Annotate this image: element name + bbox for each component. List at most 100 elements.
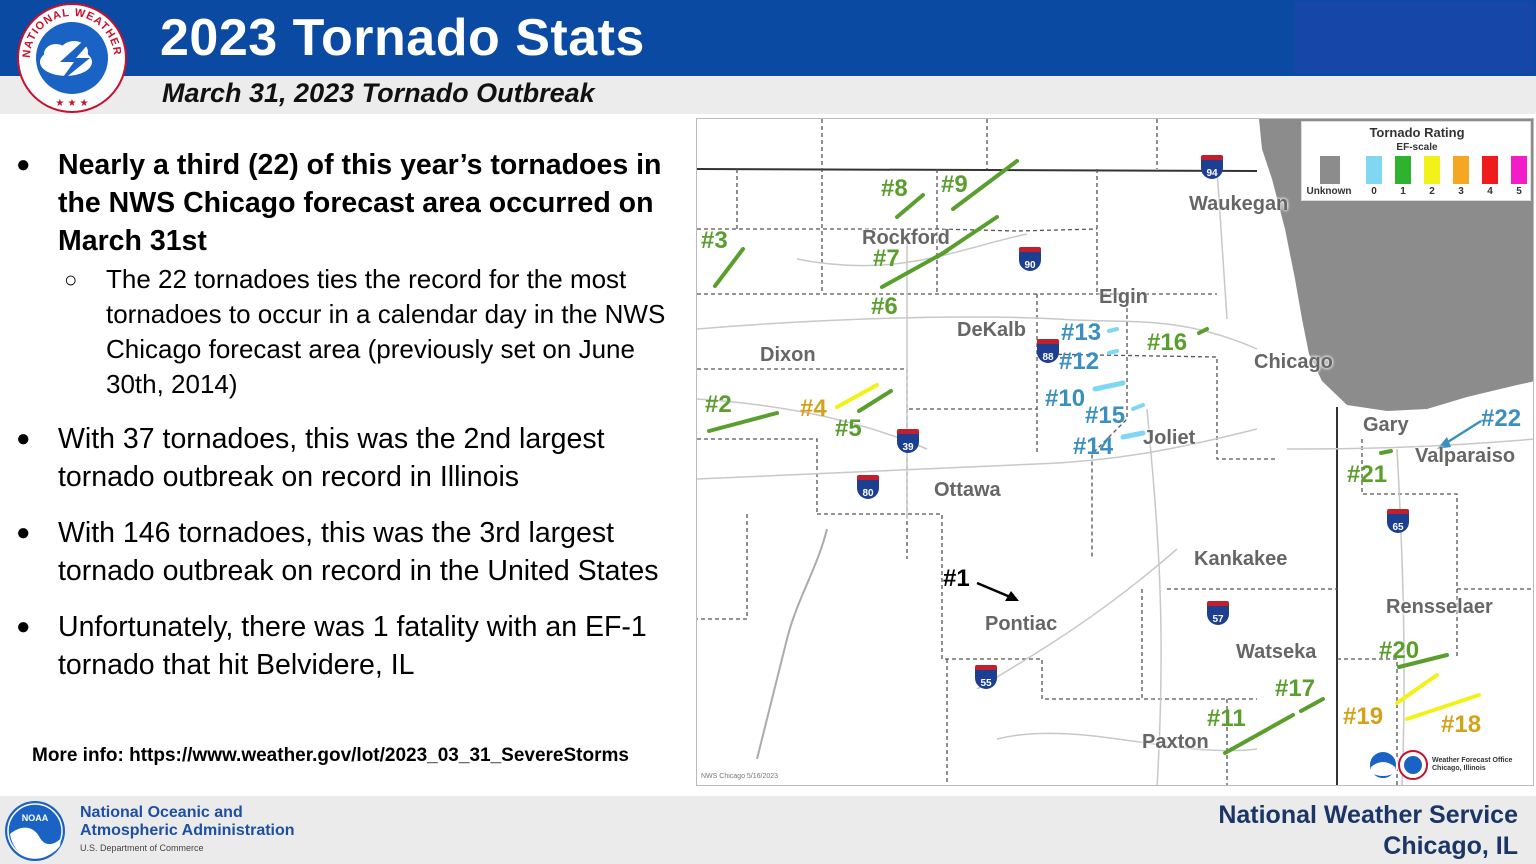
tornado-track-4 — [835, 383, 879, 409]
legend-swatch — [1320, 156, 1340, 184]
city-label: Joliet — [1143, 427, 1196, 449]
tornado-label: #4 — [800, 395, 827, 422]
tornado-track-10 — [1092, 380, 1126, 392]
tornado-label: #13 — [1061, 319, 1102, 346]
city-label: Gary — [1363, 414, 1409, 436]
tornado-label: #3 — [701, 227, 728, 254]
page-subtitle: March 31, 2023 Tornado Outbreak — [162, 78, 595, 108]
city-label: Rensselaer — [1386, 596, 1493, 618]
legend-label: 1 — [1400, 186, 1406, 197]
bullet-item: ● With 146 tornadoes, this was the 3rd la… — [16, 517, 659, 587]
city-label: Elgin — [1099, 286, 1148, 308]
city-label: Pontiac — [985, 613, 1058, 635]
tornado-track-16 — [1197, 327, 1209, 335]
legend-label: 0 — [1371, 186, 1377, 197]
map-base — [697, 119, 1533, 785]
tornado-label: #7 — [873, 245, 900, 272]
tornado-track-19 — [1395, 673, 1439, 705]
tornado-label: #2 — [705, 391, 732, 418]
tornado-label: #18 — [1441, 711, 1482, 738]
more-info-link[interactable]: More info: https://www.weather.gov/lot/2… — [32, 745, 629, 766]
tornado-track-21 — [1379, 449, 1393, 455]
wfo-label: Weather Forecast Office Chicago, Illinoi… — [1432, 757, 1513, 772]
legend-swatch — [1511, 156, 1527, 184]
tornado-label: #16 — [1147, 329, 1188, 356]
tornado-map: 94 90 88 39 80 65 57 55 Waukegan Rockfor… — [696, 118, 1534, 786]
tornado-label: #5 — [835, 415, 862, 442]
map-legend: Tornado Rating EF-scale Unknown 0 1 2 3 … — [1301, 121, 1531, 201]
tornado-label: #14 — [1073, 433, 1114, 460]
city-label: Kankakee — [1194, 548, 1288, 570]
interstate-90-icon: 90 — [1019, 247, 1041, 271]
tornado-track-7 — [935, 215, 999, 259]
tornado-label: #8 — [881, 175, 908, 202]
tornado-track-3 — [713, 247, 745, 288]
tornado-track-5 — [857, 389, 893, 413]
header-accent — [1294, 2, 1534, 74]
legend-swatch — [1366, 156, 1382, 184]
city-label: Chicago — [1254, 351, 1333, 373]
interstate-88-icon: 88 — [1037, 339, 1059, 363]
tornado-track-17 — [1299, 697, 1325, 713]
legend-label: 2 — [1429, 186, 1435, 197]
nws-logo-icon: NATIONAL WEATHER SERVICE ★ ★ ★ — [12, 2, 127, 113]
footer-bar — [0, 796, 1536, 864]
nws-office-name: National Weather Service Chicago, IL — [1218, 801, 1518, 860]
bullet-item: ● Unfortunately, there was 1 fatality wit… — [16, 611, 647, 681]
bullet-item: ● With 37 tornadoes, this was the 2nd lar… — [16, 423, 605, 493]
tornado-track-20 — [1397, 653, 1449, 669]
tornado-track-12 — [1107, 349, 1119, 355]
legend-swatch — [1395, 156, 1411, 184]
legend-subtitle: EF-scale — [1396, 142, 1438, 153]
tornado-label: #1 — [943, 565, 970, 592]
noaa-logo-text: NOAA — [22, 813, 49, 823]
tornado-label: #10 — [1045, 385, 1086, 412]
tornado-track-14 — [1120, 430, 1146, 440]
bullet-item: ● Nearly a third (22) of this year’s torn… — [16, 149, 662, 257]
legend-swatch — [1453, 156, 1469, 184]
legend-label: 5 — [1516, 186, 1522, 197]
bullet-list: ● Nearly a third (22) of this year’s torn… — [14, 146, 686, 702]
legend-title: Tornado Rating — [1369, 125, 1465, 140]
legend-swatch — [1424, 156, 1440, 184]
tornado-track-8 — [895, 193, 925, 219]
page-title: 2023 Tornado Stats — [160, 9, 645, 67]
city-label: Dixon — [760, 344, 816, 366]
city-label: Valparaiso — [1415, 445, 1516, 467]
interstate-94-icon: 94 — [1201, 155, 1223, 179]
tornado-track-15 — [1131, 403, 1145, 411]
tornado-track-11 — [1223, 713, 1295, 755]
sub-bullet-item: ○ The 22 tornadoes ties the record for th… — [64, 264, 666, 399]
tornado-label: #15 — [1085, 402, 1126, 429]
svg-text:★ ★ ★: ★ ★ ★ — [55, 98, 88, 109]
city-label: Watseka — [1236, 641, 1317, 663]
tornado-label: #19 — [1343, 703, 1384, 730]
legend-label: Unknown — [1306, 186, 1352, 197]
city-label: Rockford — [862, 227, 950, 249]
interstate-80-icon: 80 — [857, 475, 879, 499]
tornado-track-2 — [707, 411, 779, 433]
legend-label: 4 — [1487, 186, 1493, 197]
interstate-39-icon: 39 — [897, 429, 919, 453]
legend-swatch — [1482, 156, 1498, 184]
tornado-label: #22 — [1481, 405, 1522, 432]
noaa-nws-small-logos-icon — [1368, 750, 1428, 780]
tornado-label: #11 — [1207, 705, 1246, 732]
map-credit: NWS Chicago 5/16/2023 — [701, 773, 779, 780]
interstate-65-icon: 65 — [1387, 509, 1409, 533]
interstate-55-icon: 55 — [975, 665, 997, 689]
tornado-label: #17 — [1275, 675, 1316, 702]
tornado-label: #6 — [871, 293, 898, 320]
tornado-track-18 — [1405, 693, 1481, 721]
noaa-dept: U.S. Department of Commerce — [80, 843, 204, 853]
header-bar — [0, 0, 1536, 76]
tornado-label: #20 — [1379, 637, 1420, 664]
noaa-name: National Oceanic and Atmospheric Adminis… — [80, 804, 295, 839]
subheader-bar — [0, 76, 1536, 114]
tornado-label: #12 — [1059, 348, 1100, 375]
legend-label: 3 — [1458, 186, 1464, 197]
noaa-logo-icon: NOAA — [5, 801, 65, 861]
tornado-label: #9 — [941, 171, 968, 198]
city-label: Waukegan — [1189, 193, 1289, 215]
tornado-track-9 — [951, 159, 1019, 211]
